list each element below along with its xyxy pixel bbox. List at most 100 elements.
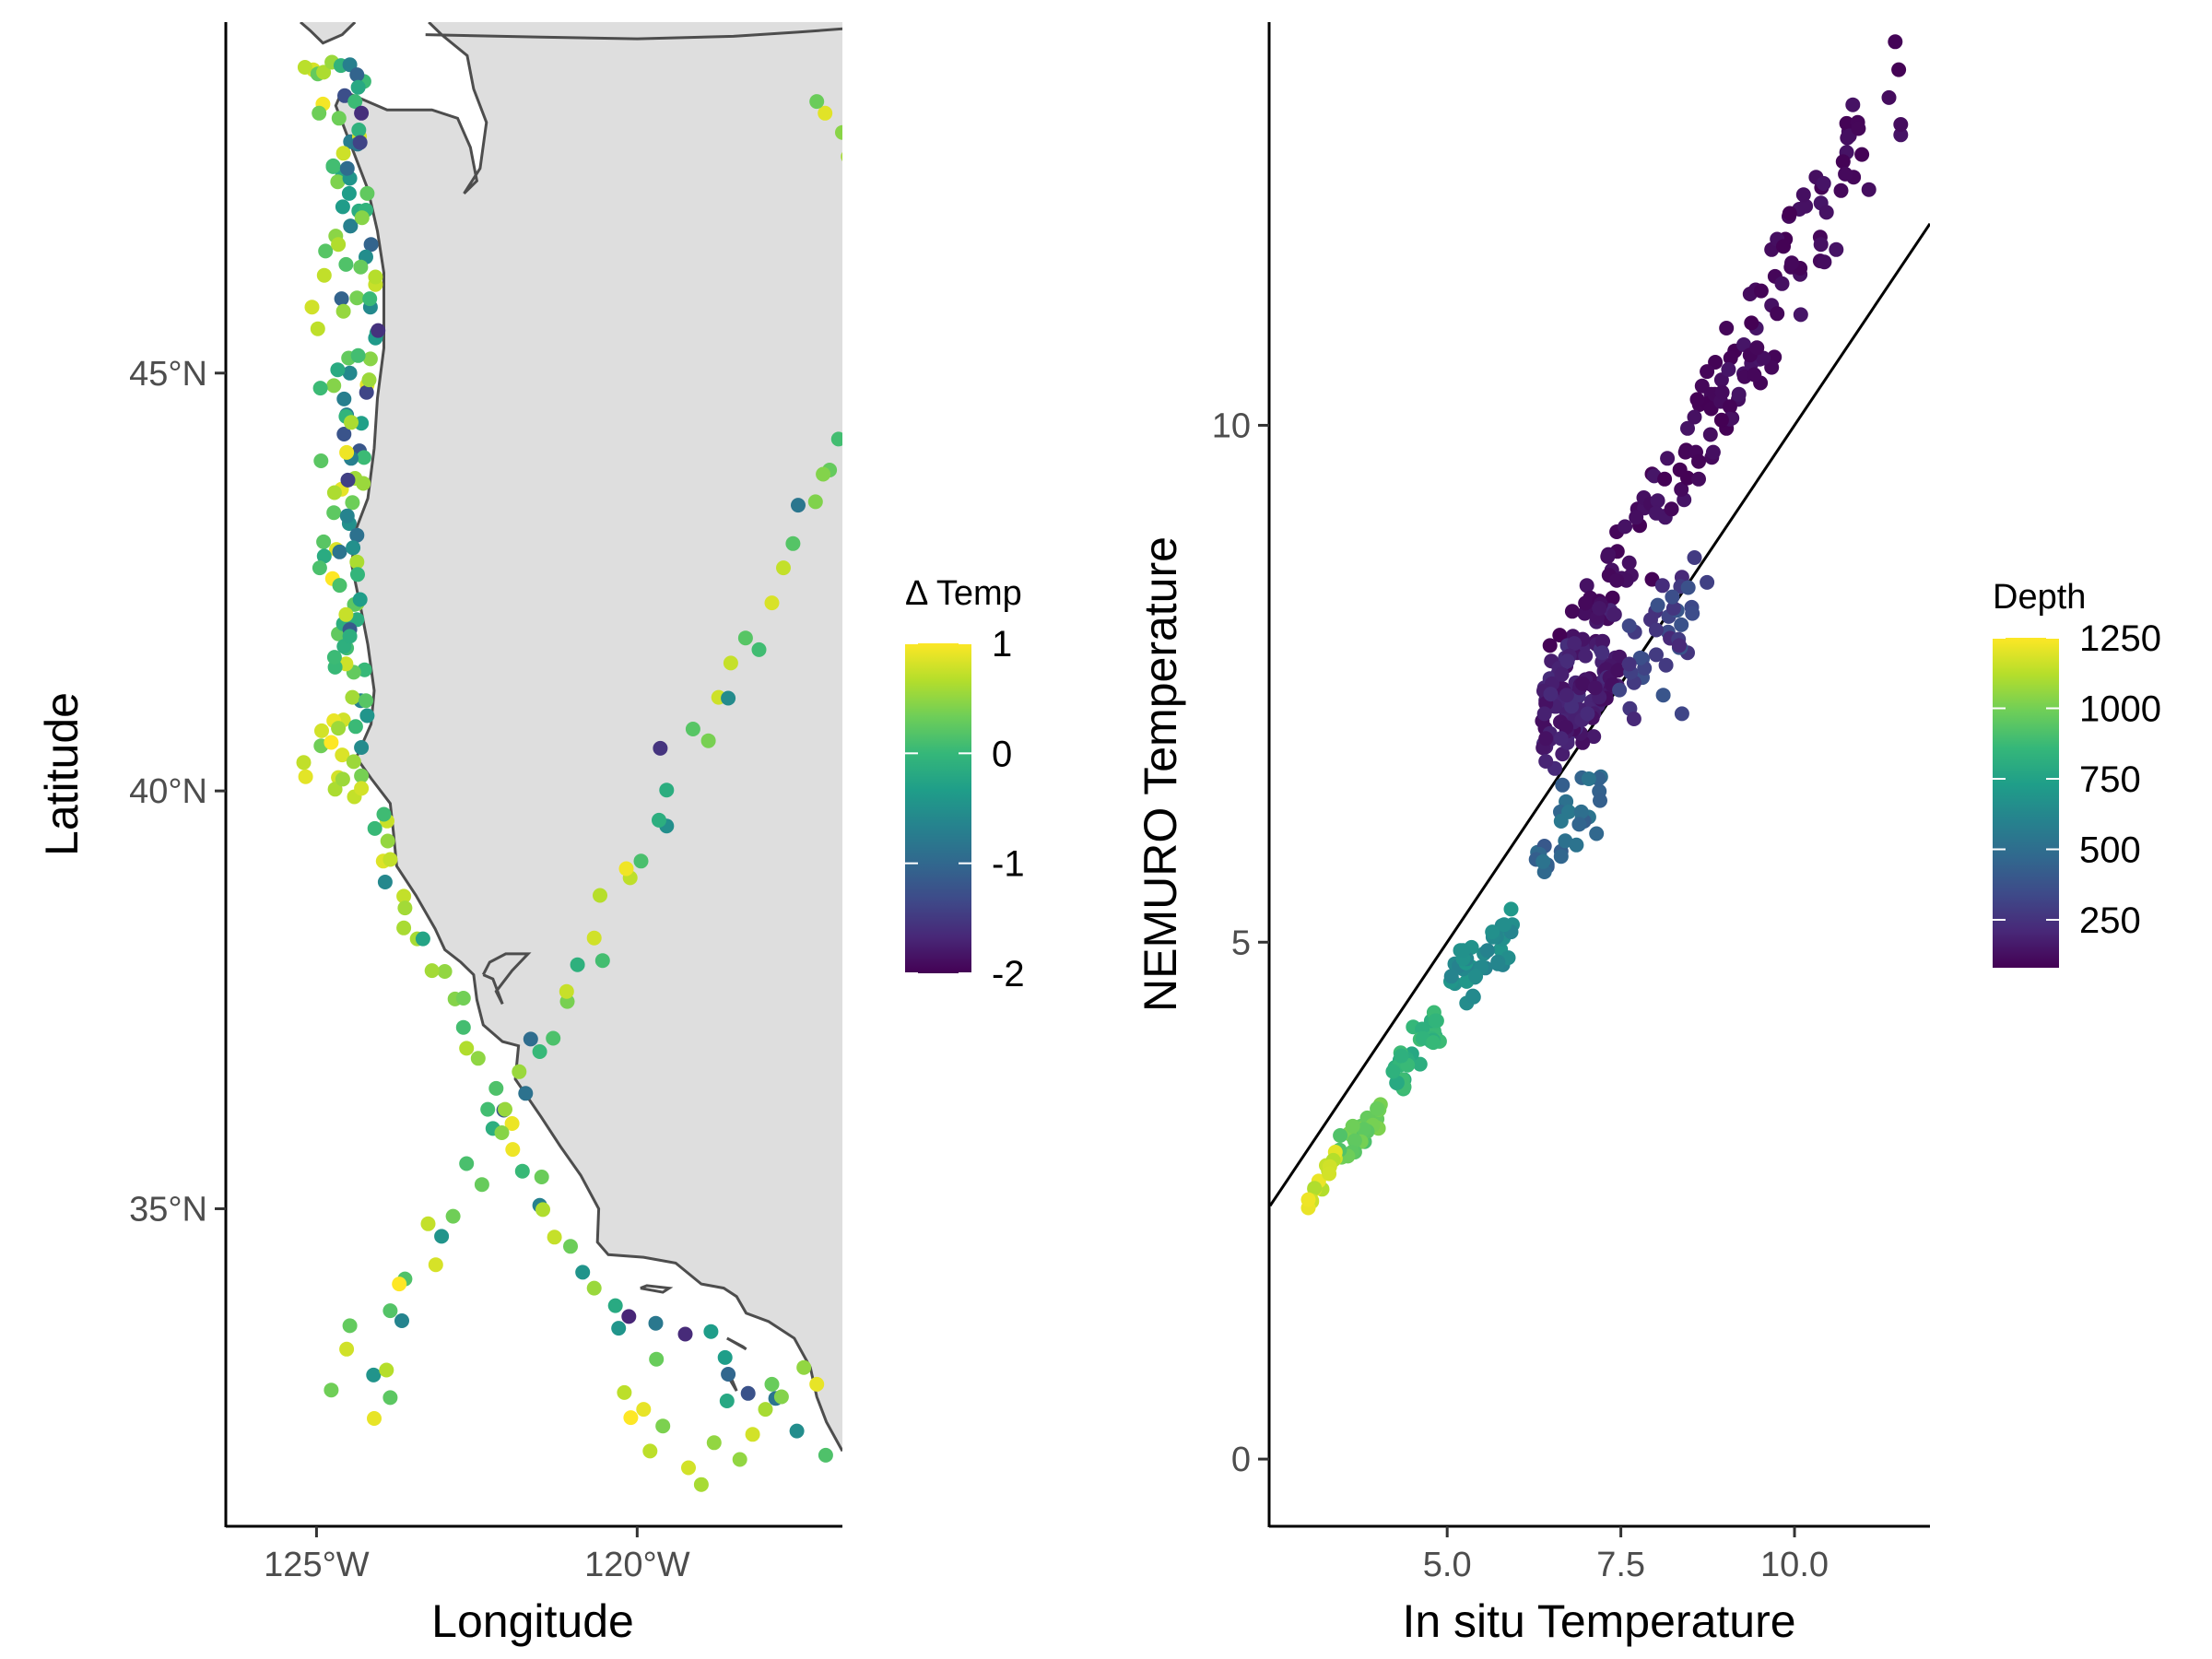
map-point	[346, 754, 361, 770]
depth-colorbar	[1993, 638, 2059, 968]
map-point	[851, 168, 865, 182]
scatter-point	[1575, 676, 1591, 691]
scatter-point	[1839, 115, 1854, 131]
scatter-point	[1816, 176, 1831, 191]
map-point	[861, 367, 876, 382]
scatter-point	[1687, 550, 1702, 565]
scatter-point	[1861, 182, 1877, 197]
map-point	[341, 185, 357, 201]
map-point	[332, 544, 347, 559]
island-outline	[728, 1379, 738, 1392]
map-point	[785, 535, 801, 551]
scatter-y-tick-label: 5	[1231, 924, 1251, 962]
map-point	[316, 534, 332, 549]
map-point	[371, 323, 386, 338]
map-point	[866, 223, 881, 238]
map-point	[339, 444, 355, 460]
map-point	[841, 152, 842, 161]
scatter-point	[1580, 706, 1595, 722]
scatter-point	[1665, 589, 1680, 605]
scatter-x-tick-label: 10.0	[1760, 1546, 1829, 1584]
map-point	[382, 852, 398, 867]
map-point	[459, 1041, 475, 1056]
map-x-axis-title: Longitude	[431, 1595, 634, 1647]
scatter-y-tick-label: 0	[1231, 1441, 1251, 1479]
map-point	[352, 592, 368, 607]
map-point	[843, 388, 858, 403]
scatter-point	[1664, 501, 1679, 517]
map-point	[339, 160, 355, 176]
map-point	[593, 888, 607, 903]
island-outline	[726, 1336, 747, 1351]
map-point	[659, 782, 675, 798]
map-point	[623, 1410, 639, 1426]
map-point	[354, 781, 370, 796]
map-point	[380, 833, 395, 849]
map-point	[367, 1411, 382, 1426]
scatter-point	[1594, 645, 1610, 661]
map-point	[363, 237, 379, 253]
map-point	[359, 185, 375, 201]
map-point	[347, 719, 363, 735]
map-point	[818, 1447, 833, 1463]
map-point	[312, 105, 327, 121]
scatter-point	[1655, 688, 1671, 703]
map-point	[324, 1382, 339, 1398]
scatter-x-tick-label: 5.0	[1423, 1546, 1472, 1584]
map-point	[618, 861, 634, 877]
map-point	[349, 527, 365, 543]
coastline	[334, 22, 842, 1453]
map-point	[368, 269, 383, 285]
map-point	[877, 312, 891, 327]
map-point	[344, 415, 359, 430]
scatter-point	[1658, 657, 1674, 673]
map-point	[350, 79, 366, 95]
map-point	[304, 300, 320, 315]
map-point	[354, 740, 370, 755]
map-point	[455, 991, 471, 1006]
map-point	[296, 755, 312, 771]
scatter-point	[1731, 386, 1747, 402]
map-point	[719, 1394, 735, 1408]
scatter-point	[1649, 622, 1664, 638]
scatter-point	[1564, 699, 1580, 714]
map-point	[297, 60, 312, 75]
map-point	[586, 930, 602, 946]
map-point	[362, 351, 378, 367]
bay-outline	[481, 952, 532, 1005]
scatter-point	[1579, 578, 1594, 594]
map-point	[648, 1315, 664, 1331]
map-point	[338, 256, 354, 272]
legend-tick-label: 250	[2079, 900, 2141, 941]
map-point	[547, 1230, 562, 1245]
scatter-point	[1817, 254, 1832, 270]
scatter-point	[1618, 519, 1633, 535]
map-point	[459, 1156, 475, 1171]
map-point	[350, 567, 365, 582]
map-point	[345, 689, 360, 705]
map-point	[546, 1030, 561, 1046]
scatter-point	[1345, 1118, 1360, 1134]
scatter-point	[1835, 154, 1851, 170]
scatter-y-tick-label: 10	[1212, 406, 1251, 445]
scatter-point	[1468, 969, 1484, 984]
scatter-point	[1307, 1181, 1323, 1196]
scatter-point	[1609, 572, 1625, 588]
scatter-point	[1555, 777, 1571, 793]
map-point	[563, 1239, 578, 1254]
map-point	[470, 1051, 486, 1066]
scatter-point	[1578, 595, 1594, 611]
map-point	[504, 1116, 520, 1131]
map-point	[575, 1265, 591, 1280]
map-point	[424, 963, 440, 979]
map-point	[874, 336, 888, 351]
map-point	[382, 1303, 398, 1319]
map-point	[396, 888, 412, 904]
scatter-point	[1553, 814, 1569, 829]
map-point	[861, 342, 876, 357]
map-point	[706, 1435, 722, 1451]
depth-legend-ticks: 1250 1000 750 500 250	[1993, 618, 2161, 941]
map-point	[437, 964, 453, 979]
map-point	[326, 505, 342, 521]
map-point	[310, 321, 325, 336]
